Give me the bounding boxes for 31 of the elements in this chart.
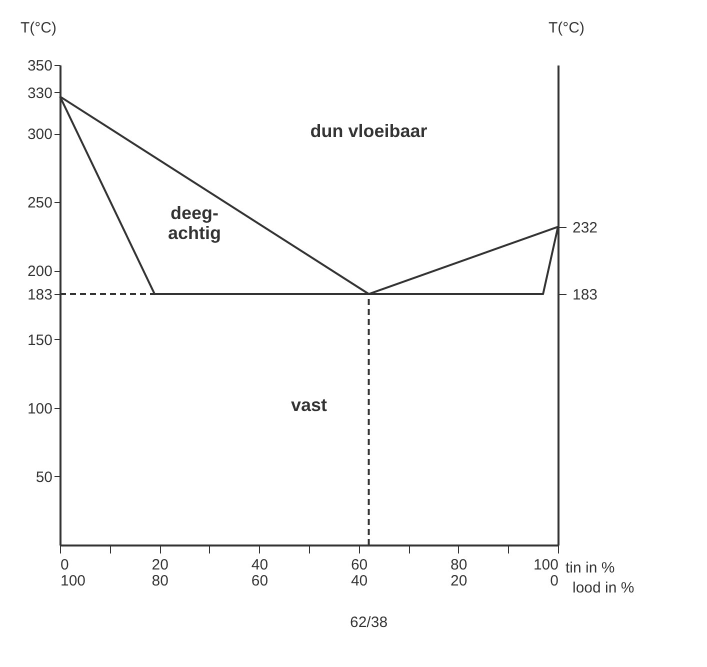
x-tick-label: 20: [152, 556, 168, 574]
annotation: vast: [290, 394, 328, 415]
x2-tick-label: 80: [152, 572, 168, 590]
y-tick-label: 183: [27, 286, 52, 304]
x-axis-title: tin in %: [566, 560, 615, 576]
y-tick-label: 200: [27, 263, 52, 280]
annotation: deeg- achtig: [168, 202, 221, 243]
y-tick-label: 50: [36, 468, 52, 486]
x-tick-label: 80: [450, 556, 468, 574]
text: 62/38: [350, 614, 388, 631]
annotation: dun vloeibaar: [310, 121, 428, 142]
x2-axis-title: lood in %: [572, 580, 634, 596]
y-tick-label: 300: [27, 126, 52, 144]
x2-tick-label: 60: [251, 572, 268, 590]
x2-tick-label: 0: [550, 572, 558, 590]
x-tick-label: 40: [251, 556, 268, 574]
y2-axis-title: T(°C): [548, 20, 584, 36]
x-tick-label: 60: [350, 556, 368, 574]
x-tick-label: 100: [533, 556, 558, 574]
y-tick-label: 150: [27, 332, 52, 349]
x2-tick-label: 20: [450, 572, 468, 590]
y-tick-label: 330: [27, 84, 52, 102]
y2-tick-label: 232: [572, 219, 598, 236]
y-tick-label: 350: [27, 58, 52, 74]
y2-tick-label: 183: [572, 286, 598, 304]
y-axis-title: T(°C): [20, 20, 56, 36]
y-tick-label: 100: [27, 400, 52, 418]
x2-tick-label: 100: [60, 572, 86, 590]
x-tick-label: 0: [60, 556, 69, 574]
y-tick-label: 250: [27, 194, 52, 212]
x2-tick-label: 40: [350, 572, 368, 590]
